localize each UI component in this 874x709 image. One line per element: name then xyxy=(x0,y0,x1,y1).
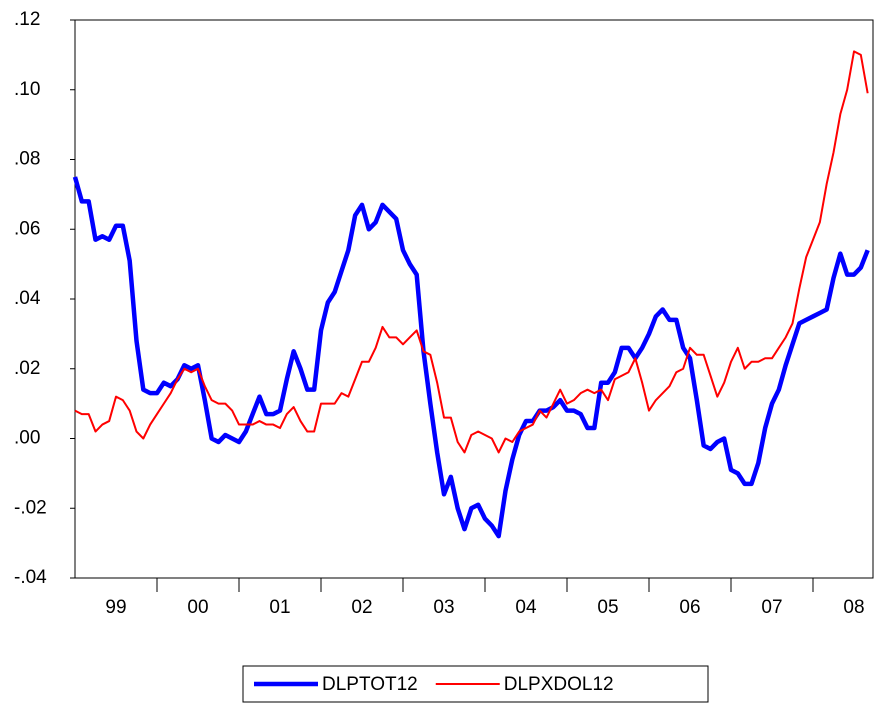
y-tick-label: -.02 xyxy=(14,497,47,518)
y-tick-label: .04 xyxy=(14,288,41,309)
legend-label: DLPXDOL12 xyxy=(504,674,614,695)
x-tick-label: 08 xyxy=(843,597,864,618)
x-tick-label: 05 xyxy=(597,597,618,618)
y-tick-label: .10 xyxy=(14,79,40,100)
x-tick-label: 07 xyxy=(761,597,782,618)
x-tick-label: 01 xyxy=(269,597,290,618)
y-tick-label: .02 xyxy=(14,358,40,379)
x-tick-label: 04 xyxy=(515,597,537,618)
y-tick-label: .12 xyxy=(14,9,40,30)
y-tick-label: .06 xyxy=(14,218,40,239)
x-tick-label: 06 xyxy=(679,597,700,618)
y-tick-label: -.04 xyxy=(14,567,47,588)
x-tick-label: 03 xyxy=(433,597,454,618)
legend-label: DLPTOT12 xyxy=(322,674,418,695)
plot-frame xyxy=(74,19,874,579)
series-line xyxy=(74,50,869,454)
series-line xyxy=(72,176,870,539)
x-tick-label: 00 xyxy=(187,597,208,618)
x-tick-label: 02 xyxy=(351,597,372,618)
y-tick-label: .08 xyxy=(14,149,40,170)
x-tick-label: 99 xyxy=(105,597,126,618)
y-tick-label: .00 xyxy=(14,428,40,449)
